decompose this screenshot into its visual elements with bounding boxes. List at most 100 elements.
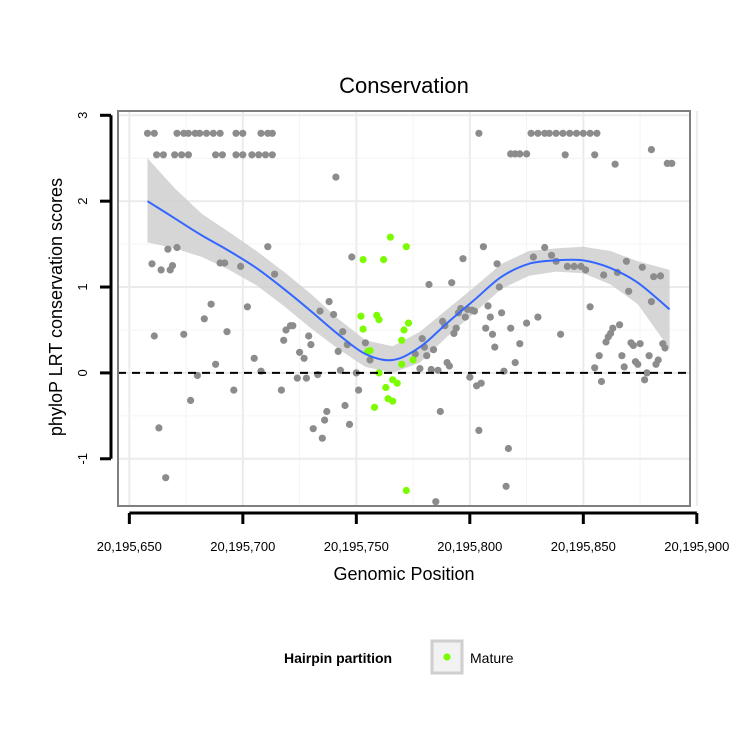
other-point	[155, 424, 163, 432]
other-point	[221, 259, 229, 267]
other-point	[527, 129, 535, 137]
other-point	[507, 324, 515, 332]
y-tick-label: 2	[75, 198, 90, 205]
legend-title: Hairpin partition	[284, 650, 392, 666]
other-point	[173, 243, 181, 252]
mature-point	[359, 325, 367, 333]
smooth-line	[146, 200, 671, 362]
other-point	[316, 307, 324, 315]
other-point	[153, 151, 161, 159]
other-point	[561, 151, 569, 159]
other-point	[591, 151, 599, 159]
other-point	[268, 151, 276, 159]
other-point	[302, 374, 310, 382]
other-point	[593, 129, 601, 137]
panel-border	[117, 110, 691, 507]
mature-points	[357, 233, 417, 495]
other-point	[432, 498, 440, 506]
other-point	[150, 129, 158, 137]
other-point	[600, 271, 608, 279]
other-point	[325, 298, 333, 306]
chart-title: Conservation	[339, 73, 469, 98]
other-point	[566, 129, 574, 137]
other-point	[330, 310, 338, 319]
other-point	[212, 151, 220, 159]
other-point	[461, 313, 469, 321]
x-tick-label: 20,195,750	[324, 539, 389, 554]
other-point	[448, 279, 456, 287]
other-point	[307, 341, 315, 349]
other-point	[423, 352, 431, 360]
other-point	[493, 260, 501, 268]
mature-point	[386, 233, 394, 241]
other-point	[339, 328, 347, 336]
mature-point	[389, 397, 397, 405]
other-point	[239, 151, 247, 159]
y-tick-label: 1	[75, 283, 90, 290]
other-point	[250, 354, 258, 362]
other-point	[212, 360, 220, 368]
other-point	[572, 129, 581, 137]
y-axis-label: phyloP LRT conservation scores	[46, 178, 66, 436]
other-point	[618, 352, 626, 360]
mature-point	[357, 312, 365, 320]
other-point	[620, 363, 628, 371]
other-point	[645, 352, 653, 360]
other-point	[261, 151, 270, 159]
other-point	[416, 365, 424, 373]
other-point	[159, 151, 167, 159]
other-point	[323, 407, 331, 416]
other-point	[484, 302, 492, 310]
other-point	[459, 255, 467, 263]
x-axis-label: Genomic Position	[333, 564, 474, 584]
other-point	[271, 270, 279, 278]
other-point	[595, 352, 603, 360]
other-point	[502, 482, 510, 490]
other-point	[277, 386, 285, 394]
other-point	[523, 150, 531, 158]
mature-point	[359, 256, 367, 264]
mature-point	[382, 383, 390, 392]
other-point	[164, 245, 172, 253]
other-point	[586, 129, 594, 137]
smooth-curve	[146, 200, 671, 362]
other-point	[636, 340, 644, 348]
other-point	[559, 129, 567, 137]
other-point	[495, 283, 503, 291]
other-point	[643, 369, 651, 377]
other-point	[157, 266, 165, 274]
other-point	[243, 303, 251, 311]
other-point	[321, 416, 329, 424]
other-point	[268, 129, 276, 137]
other-point	[534, 313, 542, 321]
other-point	[498, 309, 506, 317]
other-point	[436, 407, 444, 416]
legend-key-mature-point	[443, 653, 451, 661]
other-point	[616, 321, 624, 329]
y-tick-label: 3	[75, 112, 90, 119]
other-point	[488, 330, 497, 338]
other-point	[341, 401, 349, 410]
other-point	[148, 260, 156, 268]
other-point	[216, 129, 224, 137]
other-point	[541, 243, 549, 252]
other-point	[477, 379, 485, 387]
other-point	[523, 319, 531, 327]
other-point	[218, 151, 226, 159]
other-point	[445, 362, 453, 370]
legend-label-mature: Mature	[470, 650, 514, 666]
y-tick-label: 0	[75, 369, 90, 376]
other-point	[534, 129, 542, 137]
other-point	[641, 376, 649, 384]
other-point	[332, 173, 340, 181]
other-point	[516, 340, 524, 348]
other-point	[334, 347, 342, 355]
other-point	[529, 253, 538, 261]
other-point	[425, 280, 433, 289]
other-point	[305, 332, 313, 340]
other-point	[282, 326, 290, 334]
other-point	[196, 129, 204, 137]
other-point	[289, 322, 297, 330]
other-point	[202, 129, 211, 137]
other-point	[162, 474, 170, 482]
